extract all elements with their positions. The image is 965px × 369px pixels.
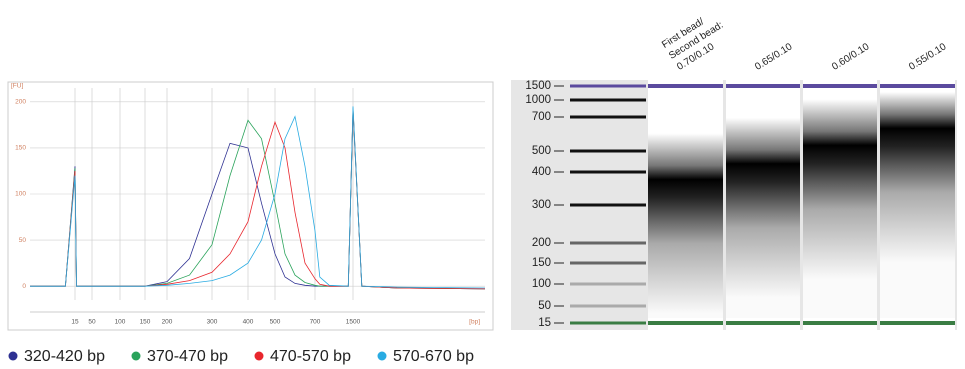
figure: [FU] [bp] 0 50 100 150 200 15 50 100 150 200 300 40… <box>0 0 965 369</box>
upper-marker-band <box>880 84 955 88</box>
x-tick-label: 150 <box>140 319 151 326</box>
smear <box>880 92 955 318</box>
ladder-band <box>570 283 646 286</box>
upper-marker-band <box>726 84 800 88</box>
ladder-label: 200 <box>532 237 551 249</box>
legend-label: 320-420 bp <box>24 348 105 365</box>
y-tick-label: 200 <box>15 99 26 106</box>
ladder-band <box>570 150 646 153</box>
legend-marker <box>132 352 141 361</box>
x-tick-label: 100 <box>115 319 126 326</box>
x-tick-label: 700 <box>310 319 321 326</box>
ladder-band <box>570 305 646 308</box>
ladder-band <box>570 85 646 88</box>
lane-label: 0.55/0.10 <box>907 41 949 73</box>
plot-frame <box>8 82 493 330</box>
ladder-label: 15 <box>538 317 551 329</box>
lower-marker-band <box>803 321 877 325</box>
ladder-label: 700 <box>532 111 551 123</box>
x-tick-label: 500 <box>270 319 281 326</box>
ladder-label: 50 <box>538 300 551 312</box>
ladder-label: 150 <box>532 257 551 269</box>
smear <box>648 92 723 318</box>
ladder-band <box>570 116 646 119</box>
ladder-label: 1000 <box>525 94 551 106</box>
legend-label: 570-670 bp <box>393 348 474 365</box>
ladder-label: 1500 <box>525 80 551 92</box>
legend-label: 470-570 bp <box>270 348 351 365</box>
upper-marker-band <box>648 84 723 88</box>
x-tick-label: 50 <box>88 319 96 326</box>
x-tick-label: 200 <box>162 319 173 326</box>
lower-marker-band <box>726 321 800 325</box>
x-tick-label: 300 <box>207 319 218 326</box>
ladder-band <box>570 204 646 207</box>
x-tick-label: 400 <box>243 319 254 326</box>
y-tick-label: 150 <box>15 145 26 152</box>
ladder-label: 400 <box>532 166 551 178</box>
x-tick-label: 1500 <box>346 319 361 326</box>
legend-marker <box>9 352 18 361</box>
ladder-band <box>570 99 646 102</box>
smear <box>803 92 877 318</box>
ladder-band <box>570 262 646 265</box>
y-tick-label: 50 <box>19 237 27 244</box>
lower-marker-band <box>648 321 723 325</box>
lower-marker-band <box>880 321 955 325</box>
x-tick-label: 15 <box>71 319 79 326</box>
ladder-label: 500 <box>532 145 551 157</box>
smear <box>726 92 800 318</box>
ladder-band <box>570 242 646 245</box>
y-tick-label: 0 <box>22 283 26 290</box>
ladder-band <box>570 322 646 325</box>
legend-marker <box>378 352 387 361</box>
legend-marker <box>255 352 264 361</box>
ladder-band <box>570 171 646 174</box>
lane-label: 0.65/0.10 <box>753 41 795 73</box>
ladder-label: 100 <box>532 278 551 290</box>
y-tick-label: 100 <box>15 191 26 198</box>
x-axis-label: [bp] <box>469 319 480 326</box>
lane-label: 0.60/0.10 <box>830 41 872 73</box>
upper-marker-band <box>803 84 877 88</box>
y-axis-label: [FU] <box>11 83 23 90</box>
ladder-label: 300 <box>532 199 551 211</box>
legend-label: 370-470 bp <box>147 348 228 365</box>
